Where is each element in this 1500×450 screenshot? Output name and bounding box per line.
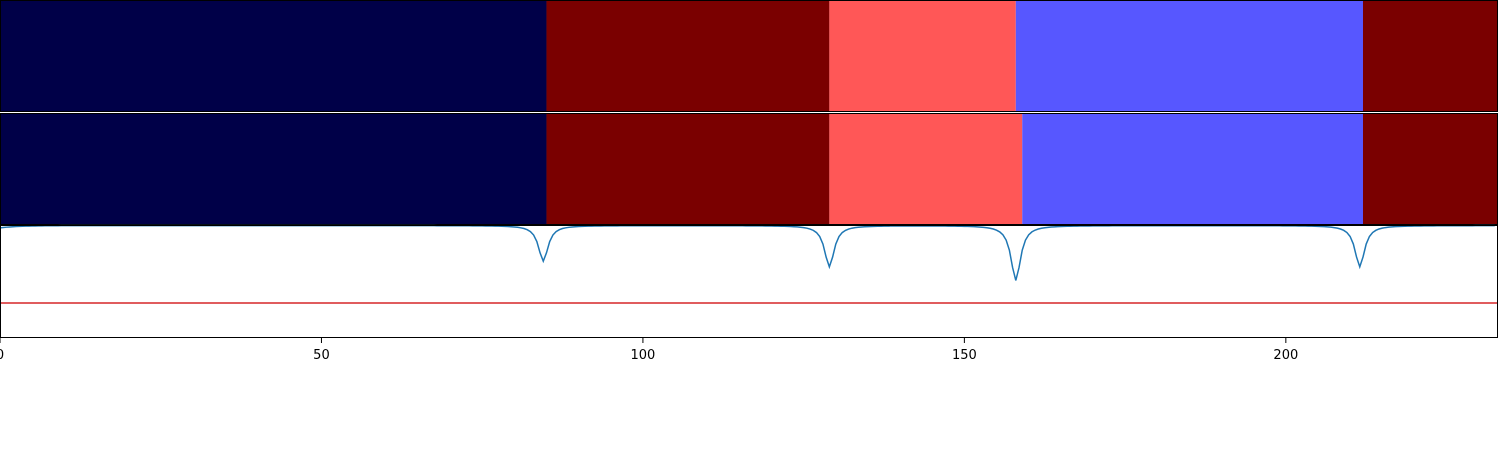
heatmap-bottom-segment-0 [0,113,547,225]
heatmap-top-frame [0,0,1498,112]
heatmap-bottom-segment-3 [1022,113,1363,225]
x-axis: 0 50 100 150 200 [0,338,1298,363]
series-line [0,224,1495,281]
x-tick-label-1: 50 [313,348,330,363]
heatmap-bottom [0,113,1498,225]
line-plot-frame [0,225,1498,338]
heatmap-bottom-segment-4 [1362,113,1498,225]
heatmap-top-segment-2 [829,0,1016,112]
heatmap-bottom-segment-2 [829,113,1023,225]
heatmap-top-segment-4 [1362,0,1498,112]
heatmap-top-segment-0 [0,0,547,112]
heatmap-bottom-frame [0,113,1498,225]
x-tick-label-2: 100 [631,348,656,363]
heatmap-top-segment-3 [1015,0,1363,112]
heatmap-top-segment-1 [546,0,830,112]
x-tick-label-0: 0 [0,348,4,363]
line-plot: 0 50 100 150 200 [0,224,1498,363]
x-tick-label-3: 150 [952,348,977,363]
heatmap-bottom-segment-1 [546,113,830,225]
x-tick-label-4: 200 [1273,348,1298,363]
heatmap-top [0,0,1498,112]
